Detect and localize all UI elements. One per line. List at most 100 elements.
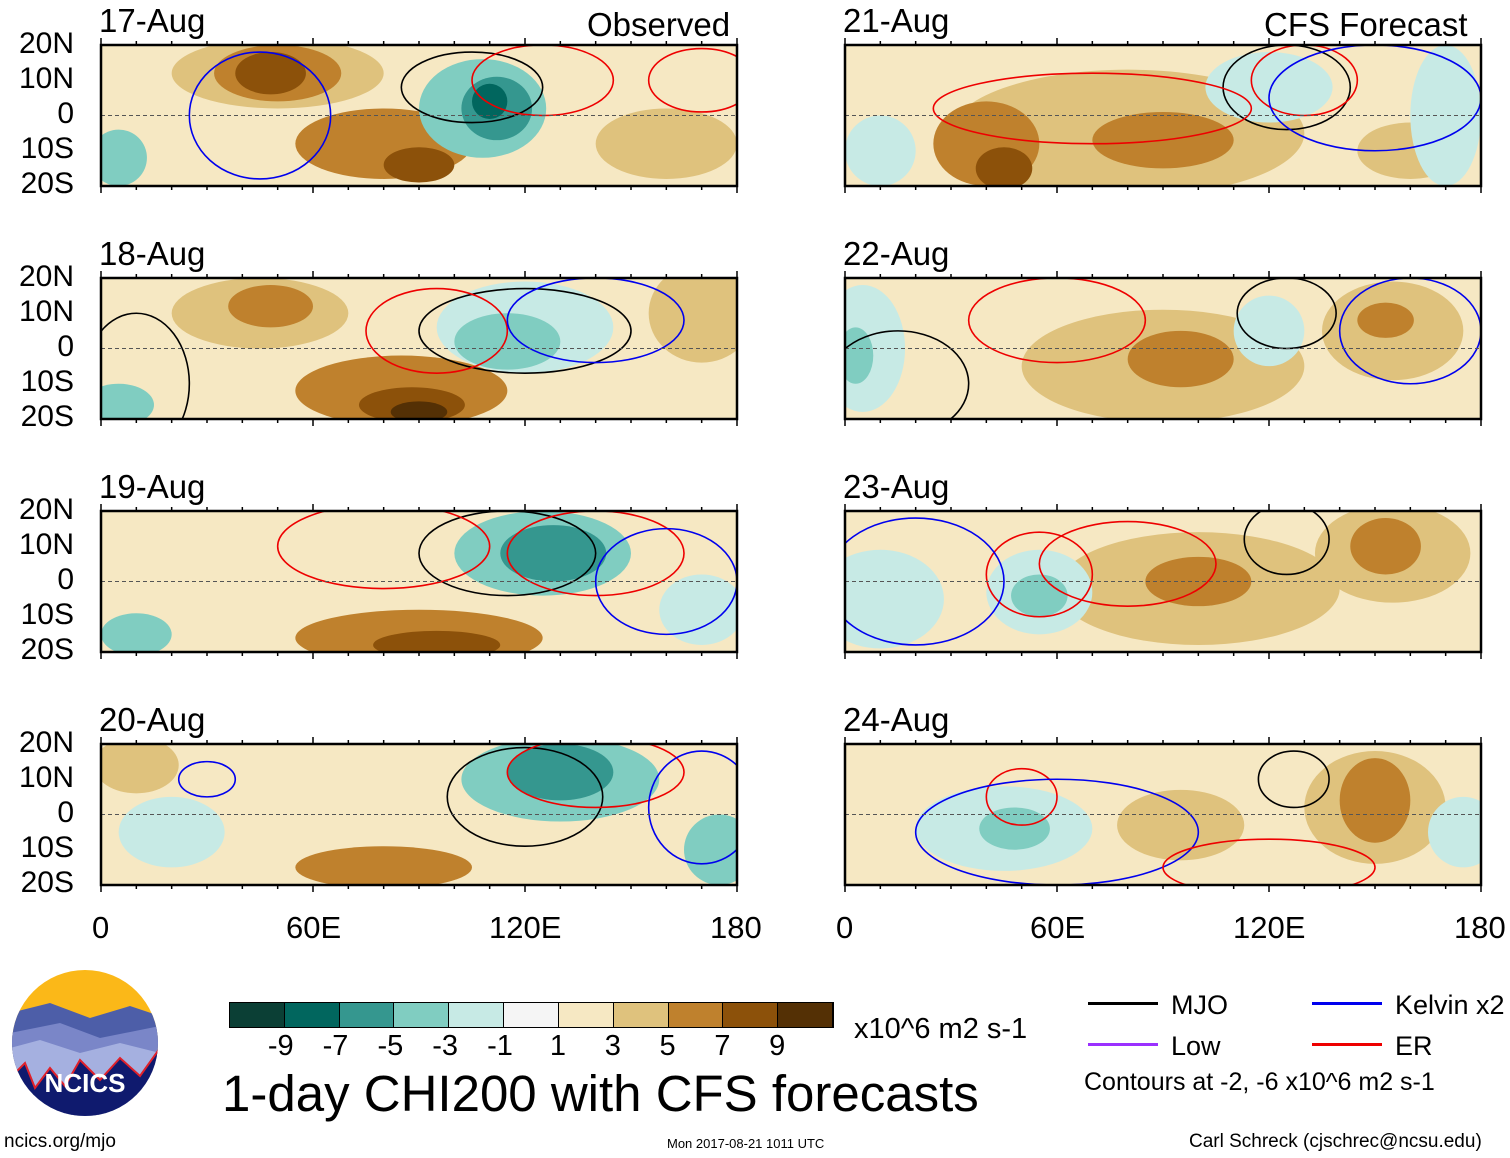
wave-contour [845, 330, 970, 419]
lon-tick-label: 180 [1454, 910, 1506, 945]
colorbar [229, 1002, 834, 1028]
anomaly-shading [101, 613, 172, 652]
chart-title: 1-day CHI200 with CFS forecasts [222, 1065, 979, 1122]
lat-tick-label: 20S [20, 400, 74, 433]
legend-line [1088, 1002, 1158, 1005]
anomaly-shading [684, 814, 737, 885]
wave-contour [914, 778, 1200, 885]
anomaly-shading [507, 744, 614, 801]
wave-contour [506, 511, 685, 597]
anomaly-shading [454, 313, 561, 370]
map-panel [99, 504, 739, 659]
anomaly-shading [975, 147, 1033, 186]
panel-date: 19-Aug [99, 468, 206, 505]
map-panel [99, 38, 739, 193]
wave-contour [845, 517, 1005, 646]
lat-tick-label: 20N [18, 260, 74, 293]
lat-tick-label: 20N [18, 27, 74, 60]
colorbar-label: 7 [714, 1030, 731, 1062]
anomaly-shading [390, 401, 448, 419]
legend-label: Low [1171, 1031, 1221, 1061]
lon-tick-label: 0 [92, 910, 110, 945]
lat-tick-label: 10S [20, 598, 74, 631]
anomaly-shading [500, 525, 607, 582]
anomaly-shading [373, 630, 501, 652]
wave-contour [276, 511, 491, 590]
anomaly-shading [228, 285, 313, 328]
wave-contour [647, 47, 737, 113]
wave-contour [1250, 45, 1359, 117]
lon-tick-label: 60E [286, 910, 342, 945]
panel-date: 21-Aug [843, 2, 950, 39]
anomaly-shading [1011, 574, 1068, 617]
lat-tick-label: 10N [18, 62, 74, 95]
timestamp: Mon 2017-08-21 1011 UTC [667, 1136, 825, 1151]
legend-line [1312, 1043, 1382, 1046]
legend-label: Kelvin x2 [1395, 990, 1505, 1020]
lat-tick-label: 10S [20, 831, 74, 864]
anomaly-shading [1205, 52, 1333, 123]
legend-label: ER [1395, 1031, 1433, 1061]
lat-tick-label: 20S [20, 866, 74, 899]
wave-contour [506, 744, 685, 809]
colorbar-swatch [613, 1003, 669, 1027]
map-panel [99, 271, 739, 426]
lon-tick-label: 60E [1030, 910, 1086, 945]
wave-contour [400, 51, 544, 124]
wave-contour [365, 287, 509, 374]
lat-tick-label: 0 [57, 97, 74, 130]
observed-header: Observed [587, 6, 731, 43]
anomaly-shading [845, 327, 874, 384]
colorbar-swatch [668, 1003, 724, 1027]
anomaly-shading [101, 129, 147, 186]
colorbar-label: -1 [487, 1030, 513, 1062]
lat-tick-label: 10N [18, 761, 74, 794]
wave-contour [446, 746, 604, 848]
map-panel [843, 504, 1483, 659]
contour-note: Contours at -2, -6 x10^6 m2 s-1 [1084, 1068, 1435, 1096]
colorbar-swatch [230, 1003, 285, 1027]
anomaly-shading [1428, 796, 1481, 868]
panel-date: 18-Aug [99, 235, 206, 272]
wave-contour [418, 287, 632, 374]
anomaly-shading [101, 511, 243, 617]
lat-tick-label: 0 [57, 330, 74, 363]
legend-line [1088, 1043, 1158, 1046]
colorbar-swatch [558, 1003, 614, 1027]
colorbar-label: 3 [604, 1030, 621, 1062]
site-link[interactable]: ncics.org/mjo [4, 1131, 116, 1152]
anomaly-shading [659, 574, 737, 645]
colorbar-swatch [339, 1003, 395, 1027]
anomaly-shading [1357, 302, 1414, 338]
colorbar-label: -5 [377, 1030, 404, 1062]
anomaly-shading [118, 796, 225, 868]
lat-tick-label: 10N [18, 528, 74, 561]
colorbar-swatch [778, 1003, 833, 1027]
colorbar-label: 1 [549, 1030, 567, 1062]
wave-contour [1222, 45, 1352, 131]
colorbar-label: -3 [432, 1030, 459, 1062]
anomaly-shading [1127, 330, 1234, 388]
anomaly-shading [383, 147, 455, 183]
wave-contour [418, 511, 597, 597]
lat-tick-label: 20N [18, 726, 74, 759]
lon-tick-label: 120E [489, 910, 562, 945]
anomaly-shading [845, 115, 916, 186]
colorbar-swatch [723, 1003, 779, 1027]
anomaly-shading [101, 383, 154, 419]
colorbar-swatch [284, 1003, 340, 1027]
lat-tick-label: 20N [18, 493, 74, 526]
panel-date: 20-Aug [99, 701, 206, 738]
lon-tick-label: 180 [710, 910, 762, 945]
lat-tick-label: 0 [57, 563, 74, 596]
anomaly-shading [595, 108, 737, 179]
lat-tick-label: 0 [57, 796, 74, 829]
map-panel [843, 271, 1483, 426]
anomaly-shading [295, 846, 472, 885]
colorbar-swatch [449, 1003, 505, 1027]
wave-contour [985, 767, 1058, 826]
map-panel [99, 737, 739, 892]
colorbar-swatch [504, 1003, 559, 1027]
panel-date: 24-Aug [843, 701, 950, 738]
